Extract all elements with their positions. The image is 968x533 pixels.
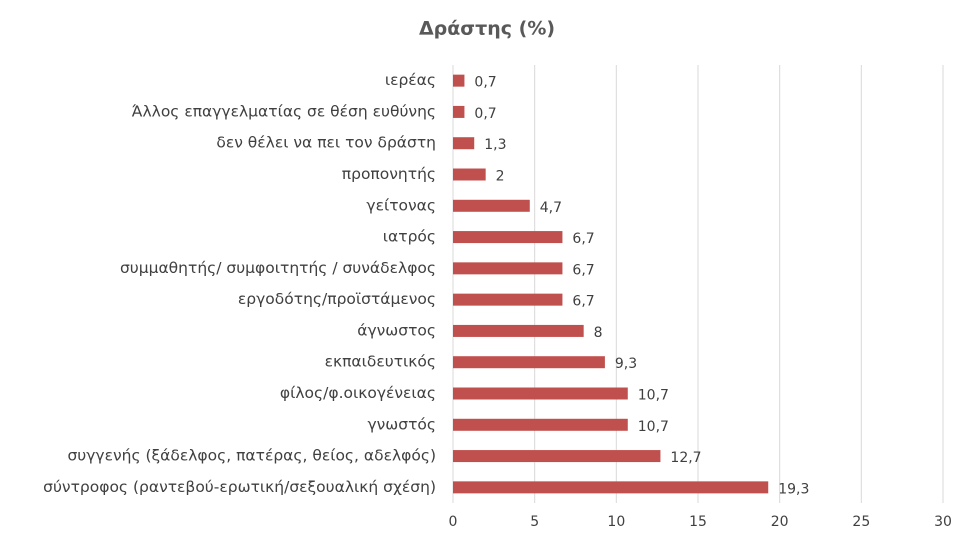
y-tick-label: συμμαθητής/ συμφοιτητής / συνάδελφος [120,259,436,277]
bar [453,168,486,181]
bar [453,293,563,306]
value-label: 0,7 [474,75,496,91]
bar [453,387,628,400]
y-tick-label: άγνωστος [357,321,436,339]
value-label: 10,7 [638,388,669,404]
chart-title: Δράστης (%) [419,18,555,40]
bar [453,450,661,463]
x-tick-label: 15 [689,514,707,530]
value-label: 6,7 [572,262,594,278]
y-tick-label: ιερέας [385,71,436,89]
y-tick-label: εκπαιδευτικός [325,353,436,371]
x-tick-label: 10 [607,514,625,530]
y-tick-label: γνωστός [367,415,436,433]
y-tick-label: ιατρός [383,228,436,246]
bar [453,137,475,150]
bar [453,418,628,431]
y-tick-label: φίλος/φ.οικογένειας [280,384,436,402]
value-label: 12,7 [670,450,701,466]
value-label: 1,3 [484,137,506,153]
x-tick-label: 25 [852,514,870,530]
value-label: 0,7 [474,106,496,122]
y-tick-label: δεν θέλει να πει τον δράστη [216,134,436,152]
bar [453,262,563,275]
x-tick-label: 0 [449,514,458,530]
y-tick-label: σύντροφος (ραντεβού-ερωτική/σεξουαλική σ… [43,478,436,496]
bar [453,324,584,337]
bar [453,231,563,244]
bar [453,481,769,494]
bar [453,74,465,87]
y-tick-label: γείτονας [366,196,436,214]
bar [453,199,530,212]
x-tick-label: 20 [771,514,789,530]
value-label: 2 [496,169,505,185]
value-label: 8 [594,325,603,341]
value-label: 19,3 [778,481,809,497]
x-tick-label: 5 [530,514,539,530]
value-label: 6,7 [572,294,594,310]
value-label: 10,7 [638,419,669,435]
value-label: 9,3 [615,356,637,372]
y-tick-label: συγγενής (ξάδελφος, πατέρας, θείος, αδελ… [67,447,436,465]
y-tick-label: προπονητής [342,165,436,183]
y-tick-label: εργοδότης/προϊστάμενος [238,290,436,308]
y-tick-label: Άλλος επαγγελματίας σε θέση ευθύνης [132,102,436,120]
bar [453,105,465,118]
value-label: 6,7 [572,231,594,247]
x-tick-label: 30 [934,514,952,530]
value-label: 4,7 [540,200,562,216]
bar [453,356,605,369]
